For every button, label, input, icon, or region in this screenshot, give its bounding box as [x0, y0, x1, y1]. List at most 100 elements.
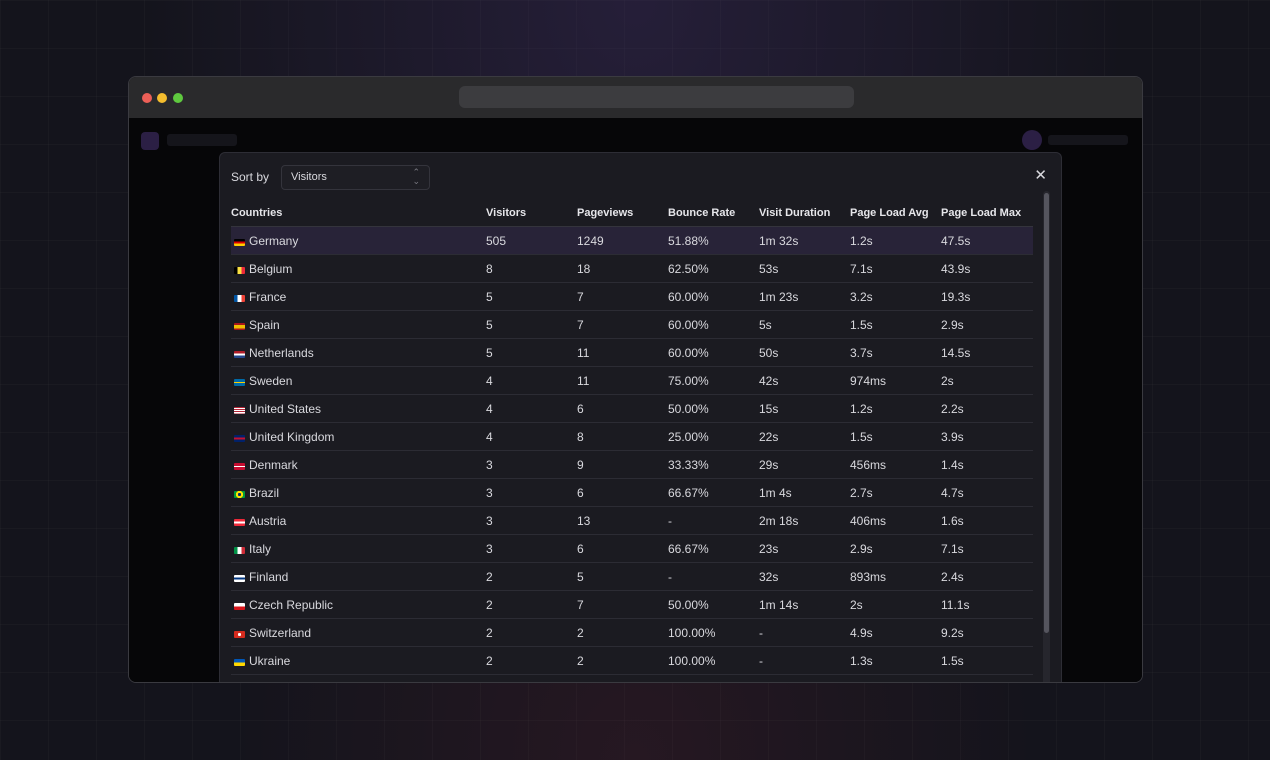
country-name: France — [249, 289, 287, 304]
country-name: Belgium — [249, 261, 293, 276]
duration-cell: 42s — [759, 366, 850, 395]
pageviews-cell: 6 — [577, 394, 668, 423]
country-cell: Netherlands — [231, 338, 486, 367]
visitors-cell: 2 — [486, 562, 577, 591]
country-cell: United States — [231, 394, 486, 423]
user-name — [1048, 135, 1128, 145]
column-header-bounce-rate[interactable]: Bounce Rate — [668, 199, 759, 227]
load-max-cell: 9.2s — [941, 618, 1033, 647]
table-row[interactable]: France 5 7 60.00% 1m 23s 3.2s 19.3s — [231, 282, 1033, 311]
table-row[interactable]: United States 4 6 50.00% 15s 1.2s 2.2s — [231, 394, 1033, 423]
country-name: Germany — [249, 233, 299, 248]
country-cell: Spain — [231, 310, 486, 339]
column-header-pageviews[interactable]: Pageviews — [577, 199, 668, 227]
load-max-cell: 11.1s — [941, 590, 1033, 619]
table-row[interactable]: Denmark 3 9 33.33% 29s 456ms 1.4s — [231, 450, 1033, 479]
country-name: Netherlands — [249, 345, 314, 360]
bounce-cell: 66.67% — [668, 478, 759, 507]
column-header-page-load-max[interactable]: Page Load Max — [941, 199, 1033, 227]
table-row[interactable]: Austria 3 13-2m 18s 406ms 1.6s — [231, 506, 1033, 535]
scrollbar[interactable] — [1043, 191, 1050, 682]
table-row[interactable]: Switzerland 2 2 100.00% -4.9s 9.2s — [231, 618, 1033, 647]
table-row[interactable]: Italy 3 6 66.67% 23s 2.9s 7.1s — [231, 534, 1033, 563]
bounce-cell: 50.00% — [668, 590, 759, 619]
column-header-countries[interactable]: Countries — [231, 199, 486, 227]
table-row[interactable]: Afghanistan11100.00%-662ms662ms — [231, 674, 1033, 682]
country-cell: Germany — [231, 226, 486, 255]
address-bar[interactable] — [459, 86, 854, 108]
duration-cell: 1m 4s — [759, 478, 850, 507]
sort-label: Sort by — [231, 170, 270, 184]
visitors-cell: 3 — [486, 506, 577, 535]
flag-icon — [234, 462, 245, 470]
load-max-cell: 2.4s — [941, 562, 1033, 591]
close-window-button[interactable] — [142, 93, 152, 103]
load-avg-cell: 2.7s — [850, 478, 941, 507]
visitors-cell: 2 — [486, 618, 577, 647]
bounce-cell: 51.88% — [668, 226, 759, 255]
table-row[interactable]: Netherlands 5 11 60.00% 50s 3.7s 14.5s — [231, 338, 1033, 367]
table-row[interactable]: Germany 505 1249 51.88% 1m 32s 1.2s 47.5s — [231, 226, 1033, 255]
load-avg-cell: 3.2s — [850, 282, 941, 311]
scrollbar-thumb[interactable] — [1044, 193, 1049, 633]
country-cell: Brazil — [231, 478, 486, 507]
browser-window: Sort by Visitors ⌃ ⌄ ✕ Countries Visitors P… — [128, 76, 1143, 683]
flag-icon — [234, 546, 245, 554]
pageviews-cell: 1 — [577, 674, 668, 682]
table-row[interactable]: Finland 2 5-32s 893ms 2.4s — [231, 562, 1033, 591]
load-avg-cell: 1.3s — [850, 646, 941, 675]
sort-select-value: Visitors — [291, 171, 327, 183]
pageviews-cell: 1249 — [577, 226, 668, 255]
table-row[interactable]: Spain 5 7 60.00% 5s 1.5s 2.9s — [231, 310, 1033, 339]
bounce-cell: 60.00% — [668, 310, 759, 339]
close-icon[interactable]: ✕ — [1034, 167, 1047, 184]
flag-icon — [234, 378, 245, 386]
countries-table: Countries Visitors Pageviews Bounce Rate Vis… — [231, 199, 1033, 682]
duration-cell: 32s — [759, 562, 850, 591]
title-bar — [129, 77, 1142, 119]
visitors-cell: 4 — [486, 422, 577, 451]
pageviews-cell: 18 — [577, 254, 668, 283]
pageviews-cell: 6 — [577, 534, 668, 563]
duration-cell: 5s — [759, 310, 850, 339]
country-cell: Switzerland — [231, 618, 486, 647]
table-row[interactable]: Ukraine 2 2 100.00% -1.3s 1.5s — [231, 646, 1033, 675]
pageviews-cell: 7 — [577, 590, 668, 619]
load-max-cell: 3.9s — [941, 422, 1033, 451]
visitors-cell: 3 — [486, 450, 577, 479]
column-header-page-load-avg[interactable]: Page Load Avg — [850, 199, 941, 227]
table-row[interactable]: Sweden 4 11 75.00% 42s 974ms 2s — [231, 366, 1033, 395]
column-header-visit-duration[interactable]: Visit Duration — [759, 199, 850, 227]
pageviews-cell: 7 — [577, 310, 668, 339]
bounce-cell: 50.00% — [668, 394, 759, 423]
country-name: Brazil — [249, 485, 280, 500]
flag-icon — [234, 518, 245, 526]
bounce-cell: 100.00% — [668, 674, 759, 682]
flag-icon — [234, 658, 245, 666]
duration-cell: - — [759, 674, 850, 682]
table-row[interactable]: Czech Republic 2 7 50.00% 1m 14s 2s 11.1s — [231, 590, 1033, 619]
pageviews-cell: 9 — [577, 450, 668, 479]
table-body: Germany 505 1249 51.88% 1m 32s 1.2s 47.5s Belgi… — [231, 226, 1033, 682]
load-avg-cell: 456ms — [850, 450, 941, 479]
country-name: United States — [249, 401, 322, 416]
app-background: Sort by Visitors ⌃ ⌄ ✕ Countries Visitors P… — [129, 118, 1142, 682]
flag-icon — [234, 490, 245, 498]
load-max-cell: 1.6s — [941, 506, 1033, 535]
country-name: Switzerland — [249, 625, 312, 640]
duration-cell: 15s — [759, 394, 850, 423]
sort-select[interactable]: Visitors ⌃ ⌄ — [281, 164, 431, 190]
country-name: Austria — [249, 513, 287, 528]
flag-icon — [234, 574, 245, 582]
maximize-window-button[interactable] — [173, 93, 183, 103]
table-row[interactable]: Brazil 3 6 66.67% 1m 4s 2.7s 4.7s — [231, 478, 1033, 507]
column-header-visitors[interactable]: Visitors — [486, 199, 577, 227]
minimize-window-button[interactable] — [157, 93, 167, 103]
country-cell: Ukraine — [231, 646, 486, 675]
countries-table-wrap: Countries Visitors Pageviews Bounce Rate Vis… — [231, 199, 1033, 682]
table-row[interactable]: Belgium 8 18 62.50% 53s 7.1s 43.9s — [231, 254, 1033, 283]
country-cell: Denmark — [231, 450, 486, 479]
table-row[interactable]: United Kingdom 4 8 25.00% 22s 1.5s 3.9s — [231, 422, 1033, 451]
load-avg-cell: 1.5s — [850, 310, 941, 339]
visitors-cell: 4 — [486, 394, 577, 423]
